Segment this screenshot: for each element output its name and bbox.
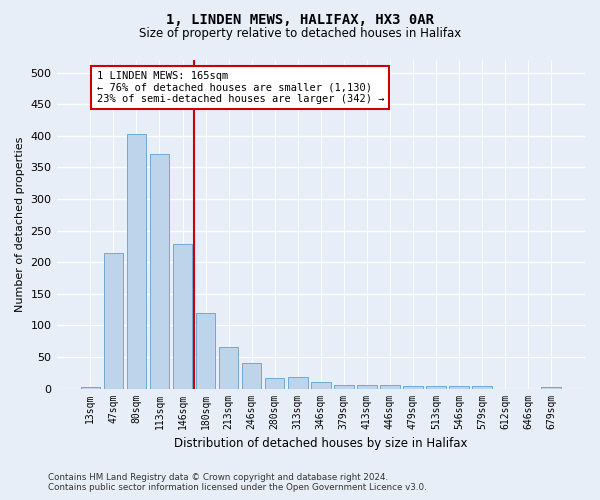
Bar [334,386,353,388]
Bar [265,378,284,388]
Bar [149,154,169,388]
Bar [449,386,469,388]
Bar [219,348,238,389]
Bar [357,386,377,388]
Bar [127,134,146,388]
Bar [403,386,423,388]
Text: Contains HM Land Registry data © Crown copyright and database right 2024.
Contai: Contains HM Land Registry data © Crown c… [48,473,427,492]
Bar [288,377,308,388]
Text: 1, LINDEN MEWS, HALIFAX, HX3 0AR: 1, LINDEN MEWS, HALIFAX, HX3 0AR [166,12,434,26]
Y-axis label: Number of detached properties: Number of detached properties [15,136,25,312]
Bar [173,244,193,388]
X-axis label: Distribution of detached houses by size in Halifax: Distribution of detached houses by size … [174,437,467,450]
Text: Size of property relative to detached houses in Halifax: Size of property relative to detached ho… [139,28,461,40]
Bar [242,364,262,388]
Bar [104,252,123,388]
Bar [472,386,492,388]
Bar [426,386,446,388]
Bar [196,312,215,388]
Text: 1 LINDEN MEWS: 165sqm
← 76% of detached houses are smaller (1,130)
23% of semi-d: 1 LINDEN MEWS: 165sqm ← 76% of detached … [97,70,384,104]
Bar [80,386,100,388]
Bar [311,382,331,388]
Bar [380,386,400,388]
